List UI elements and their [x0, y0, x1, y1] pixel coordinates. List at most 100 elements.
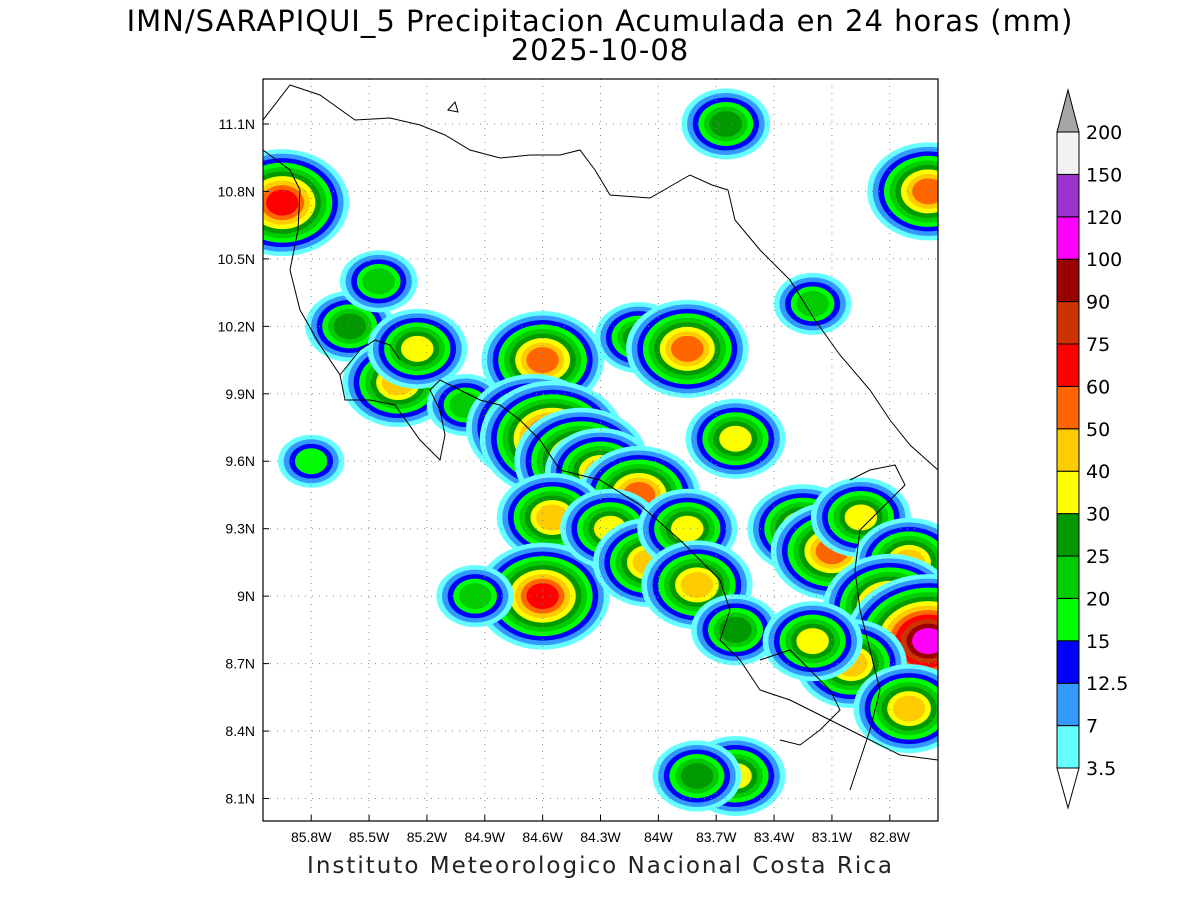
footer-credit: Instituto Meteorologico Nacional Costa R… [307, 853, 894, 879]
lon-tick-label: 84W [644, 829, 674, 845]
rain-contour [892, 695, 926, 722]
caribbean-coast [727, 189, 938, 471]
rain-cell [626, 299, 749, 398]
border-panama [849, 464, 906, 791]
burica-peninsula [869, 739, 938, 761]
lon-tick-label: 84.9W [465, 829, 506, 845]
lat-tick-label: 10.2N [218, 318, 255, 334]
nicoya-gulf [339, 339, 401, 376]
rain-cell [278, 434, 345, 488]
colorbar-label: 3.5 [1086, 758, 1116, 780]
rain-contour [671, 515, 704, 542]
lat-tick-label: 10.8N [218, 183, 255, 199]
axis-ticks: 85.8W 85.5W 85.2W 84.9W 84.6W 84.3W 84W 83.7W 83… [218, 116, 911, 845]
colorbar-legend: 3.5 7 12.5 15 20 25 30 40 50 60 75 90 100 120 150 200 [1056, 88, 1128, 810]
lat-tick-label: 9.9N [225, 386, 255, 402]
colorbar-segment [1056, 131, 1080, 175]
rain-cell [773, 272, 852, 335]
colorbar-segment [1056, 470, 1080, 515]
rain-contour [294, 448, 328, 475]
colorbar-label: 50 [1086, 419, 1110, 441]
rain-contour [401, 335, 434, 362]
lon-tick-label: 83.7W [696, 829, 737, 845]
rain-cell [475, 542, 610, 650]
colorbar-segment [1056, 258, 1080, 303]
rain-contour [680, 571, 714, 598]
lon-tick-label: 83.1W [812, 829, 853, 845]
colorbar-segment [1056, 597, 1080, 642]
colorbar-label: 100 [1086, 249, 1122, 271]
colorbar-segment [1056, 385, 1080, 430]
rain-cell [762, 601, 863, 682]
lat-tick-label: 9.3N [225, 521, 255, 537]
colorbar-label: 200 [1086, 122, 1122, 144]
border-nicaragua [263, 84, 729, 199]
rain-contour [333, 313, 367, 340]
rain-contour [796, 290, 829, 317]
rain-contour [536, 504, 569, 531]
rain-cell [263, 149, 350, 257]
colorbar-label: 90 [1086, 292, 1110, 314]
lon-tick-label: 84.6W [522, 829, 563, 845]
rain-cell [853, 664, 938, 754]
lat-tick-label: 8.1N [225, 791, 255, 807]
lat-tick-label: 8.4N [225, 723, 255, 739]
rain-cell [339, 250, 418, 313]
colorbar-label: 7 [1086, 716, 1098, 738]
colorbar-label: 120 [1086, 207, 1122, 229]
rain-contour [719, 425, 752, 452]
colorbar-over-triangle [1056, 88, 1080, 133]
colorbar-segment [1056, 428, 1080, 472]
rain-contour [719, 616, 752, 643]
colorbar-segment [1056, 555, 1080, 599]
coastline-borders [263, 84, 938, 791]
rain-contour [844, 504, 878, 531]
colorbar-segment [1056, 725, 1080, 769]
chart-title: IMN/SARAPIQUI_5 Precipitacion Acumulada … [126, 4, 1074, 38]
colorbar-segment [1056, 513, 1080, 557]
colorbar-segment [1056, 173, 1080, 218]
lon-tick-label: 85.8W [291, 829, 332, 845]
chart-date: 2025-10-08 [510, 33, 690, 67]
lat-tick-label: 10.5N [218, 251, 255, 267]
colorbar-label: 75 [1086, 334, 1110, 356]
small-island [447, 100, 459, 113]
osa-peninsula [759, 649, 841, 746]
rain-cell [652, 740, 742, 812]
colorbar-segment [1056, 682, 1080, 727]
colorbar-label: 150 [1086, 164, 1122, 186]
rain-contour [671, 335, 704, 362]
rain-contour [362, 268, 395, 295]
rain-contour [680, 763, 714, 790]
colorbar-label: 15 [1086, 631, 1110, 653]
rain-contour [266, 189, 299, 216]
colorbar-label: 25 [1086, 546, 1110, 568]
rain-cell [637, 488, 738, 569]
rain-contour [526, 347, 559, 374]
colorbar-label: 20 [1086, 588, 1110, 610]
lon-tick-label: 83.4W [754, 829, 795, 845]
lat-tick-label: 9N [237, 588, 255, 604]
rainfall-field [263, 88, 938, 817]
colorbar-label: 60 [1086, 376, 1110, 398]
lat-tick-label: 11.1N [219, 116, 255, 132]
rain-cell [691, 594, 780, 666]
colorbar-under-triangle [1056, 767, 1080, 810]
rain-cell [436, 565, 514, 628]
lat-lon-grid [263, 79, 938, 821]
rain-cell [685, 398, 786, 479]
colorbar-label: 30 [1086, 504, 1110, 526]
lon-tick-label: 85.2W [407, 829, 448, 845]
lon-tick-label: 84.3W [580, 829, 621, 845]
lat-tick-label: 8.7N [225, 656, 255, 672]
colorbar-segment [1056, 216, 1080, 260]
lon-tick-label: 85.5W [349, 829, 390, 845]
rain-contour [912, 628, 938, 655]
colorbar-segment [1056, 301, 1080, 345]
colorbar-label: 40 [1086, 461, 1110, 483]
colorbar-segment [1056, 640, 1080, 684]
colorbar-segment [1056, 343, 1080, 387]
rain-contour [458, 583, 492, 610]
colorbar-label: 12.5 [1086, 673, 1128, 695]
